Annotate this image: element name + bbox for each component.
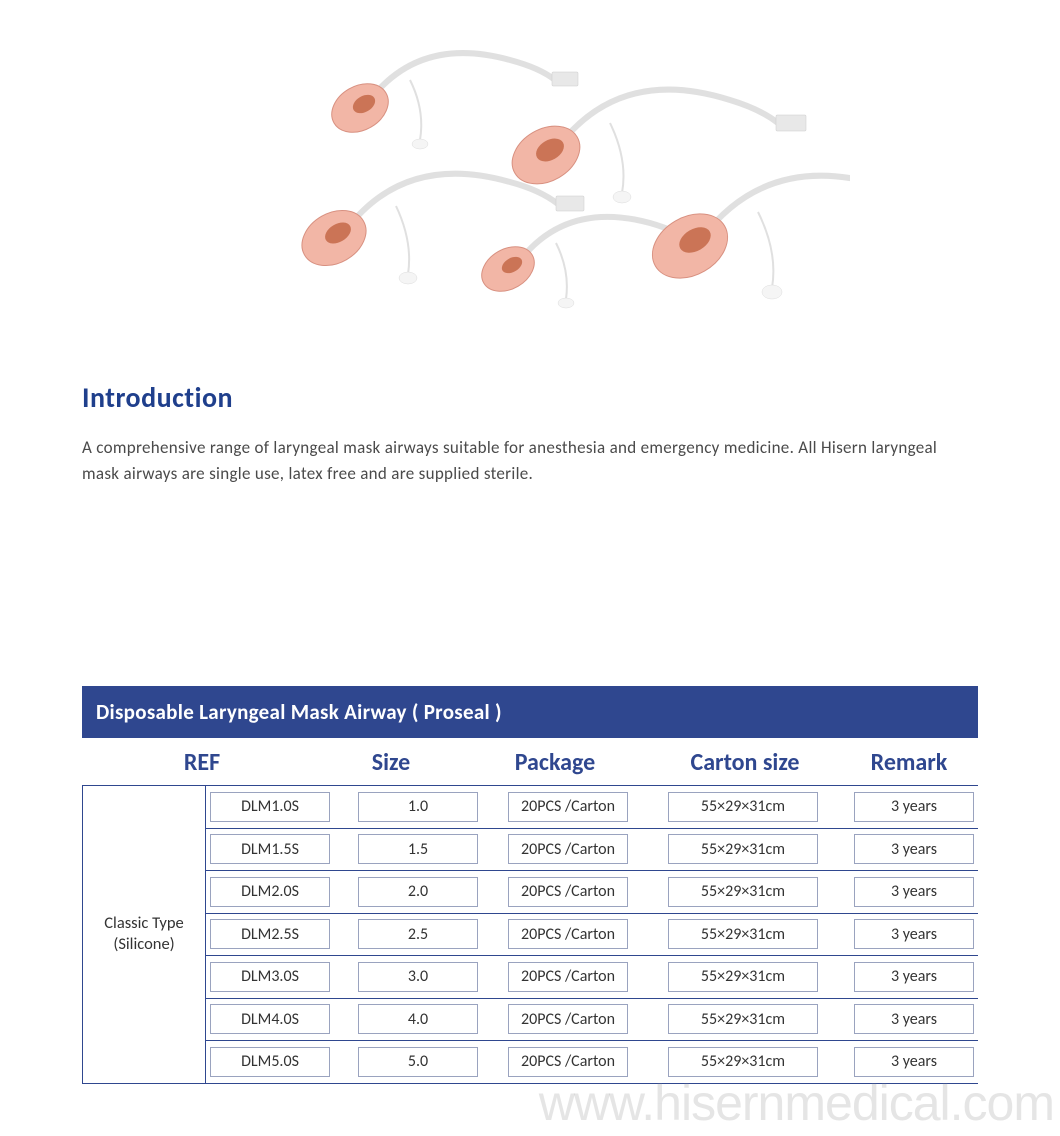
cell-remark: 3 years bbox=[854, 877, 974, 907]
type-label-text: Classic Type (Silicone) bbox=[104, 913, 184, 956]
cell-size: 1.0 bbox=[358, 792, 478, 822]
cell-size: 1.5 bbox=[358, 834, 478, 864]
masks-illustration bbox=[210, 30, 850, 340]
th-size: Size bbox=[322, 748, 460, 777]
table-row: DLM2.5S 2.5 20PCS /Carton 55×29×31cm 3 years bbox=[206, 914, 978, 957]
th-package: Package bbox=[460, 748, 650, 777]
spec-table: Disposable Laryngeal Mask Airway ( Prose… bbox=[82, 686, 978, 1084]
th-carton: Carton size bbox=[650, 748, 840, 777]
cell-package: 20PCS /Carton bbox=[508, 919, 628, 949]
intro-text: A comprehensive range of laryngeal mask … bbox=[82, 435, 978, 486]
cell-ref: DLM5.0S bbox=[210, 1047, 330, 1077]
cell-carton: 55×29×31cm bbox=[668, 792, 818, 822]
product-image bbox=[210, 30, 850, 340]
cell-remark: 3 years bbox=[854, 834, 974, 864]
cell-carton: 55×29×31cm bbox=[668, 1047, 818, 1077]
cell-carton: 55×29×31cm bbox=[668, 877, 818, 907]
cell-remark: 3 years bbox=[854, 919, 974, 949]
th-ref: REF bbox=[82, 748, 322, 777]
table-row: DLM1.5S 1.5 20PCS /Carton 55×29×31cm 3 years bbox=[206, 829, 978, 872]
table-title: Disposable Laryngeal Mask Airway ( Prose… bbox=[82, 686, 978, 738]
cell-size: 4.0 bbox=[358, 1004, 478, 1034]
cell-ref: DLM4.0S bbox=[210, 1004, 330, 1034]
cell-size: 2.0 bbox=[358, 877, 478, 907]
cell-carton: 55×29×31cm bbox=[668, 834, 818, 864]
cell-package: 20PCS /Carton bbox=[508, 1047, 628, 1077]
cell-package: 20PCS /Carton bbox=[508, 962, 628, 992]
table-row: DLM3.0S 3.0 20PCS /Carton 55×29×31cm 3 years bbox=[206, 956, 978, 999]
cell-ref: DLM1.5S bbox=[210, 834, 330, 864]
cell-package: 20PCS /Carton bbox=[508, 1004, 628, 1034]
type-label: Classic Type (Silicone) bbox=[82, 786, 206, 1084]
table-row: DLM1.0S 1.0 20PCS /Carton 55×29×31cm 3 years bbox=[206, 786, 978, 829]
cell-ref: DLM3.0S bbox=[210, 962, 330, 992]
table-row: DLM4.0S 4.0 20PCS /Carton 55×29×31cm 3 years bbox=[206, 999, 978, 1042]
cell-package: 20PCS /Carton bbox=[508, 877, 628, 907]
th-remark: Remark bbox=[840, 748, 978, 777]
cell-carton: 55×29×31cm bbox=[668, 962, 818, 992]
cell-carton: 55×29×31cm bbox=[668, 919, 818, 949]
cell-remark: 3 years bbox=[854, 1047, 974, 1077]
table-row: DLM5.0S 5.0 20PCS /Carton 55×29×31cm 3 years bbox=[206, 1041, 978, 1084]
cell-size: 5.0 bbox=[358, 1047, 478, 1077]
cell-package: 20PCS /Carton bbox=[508, 792, 628, 822]
cell-size: 3.0 bbox=[358, 962, 478, 992]
cell-remark: 3 years bbox=[854, 1004, 974, 1034]
cell-remark: 3 years bbox=[854, 792, 974, 822]
cell-ref: DLM1.0S bbox=[210, 792, 330, 822]
cell-size: 2.5 bbox=[358, 919, 478, 949]
table-row: DLM2.0S 2.0 20PCS /Carton 55×29×31cm 3 years bbox=[206, 871, 978, 914]
cell-package: 20PCS /Carton bbox=[508, 834, 628, 864]
cell-ref: DLM2.0S bbox=[210, 877, 330, 907]
cell-ref: DLM2.5S bbox=[210, 919, 330, 949]
intro-heading: Introduction bbox=[82, 380, 978, 415]
cell-remark: 3 years bbox=[854, 962, 974, 992]
cell-carton: 55×29×31cm bbox=[668, 1004, 818, 1034]
table-header-row: REF Size Package Carton size Remark bbox=[82, 738, 978, 785]
